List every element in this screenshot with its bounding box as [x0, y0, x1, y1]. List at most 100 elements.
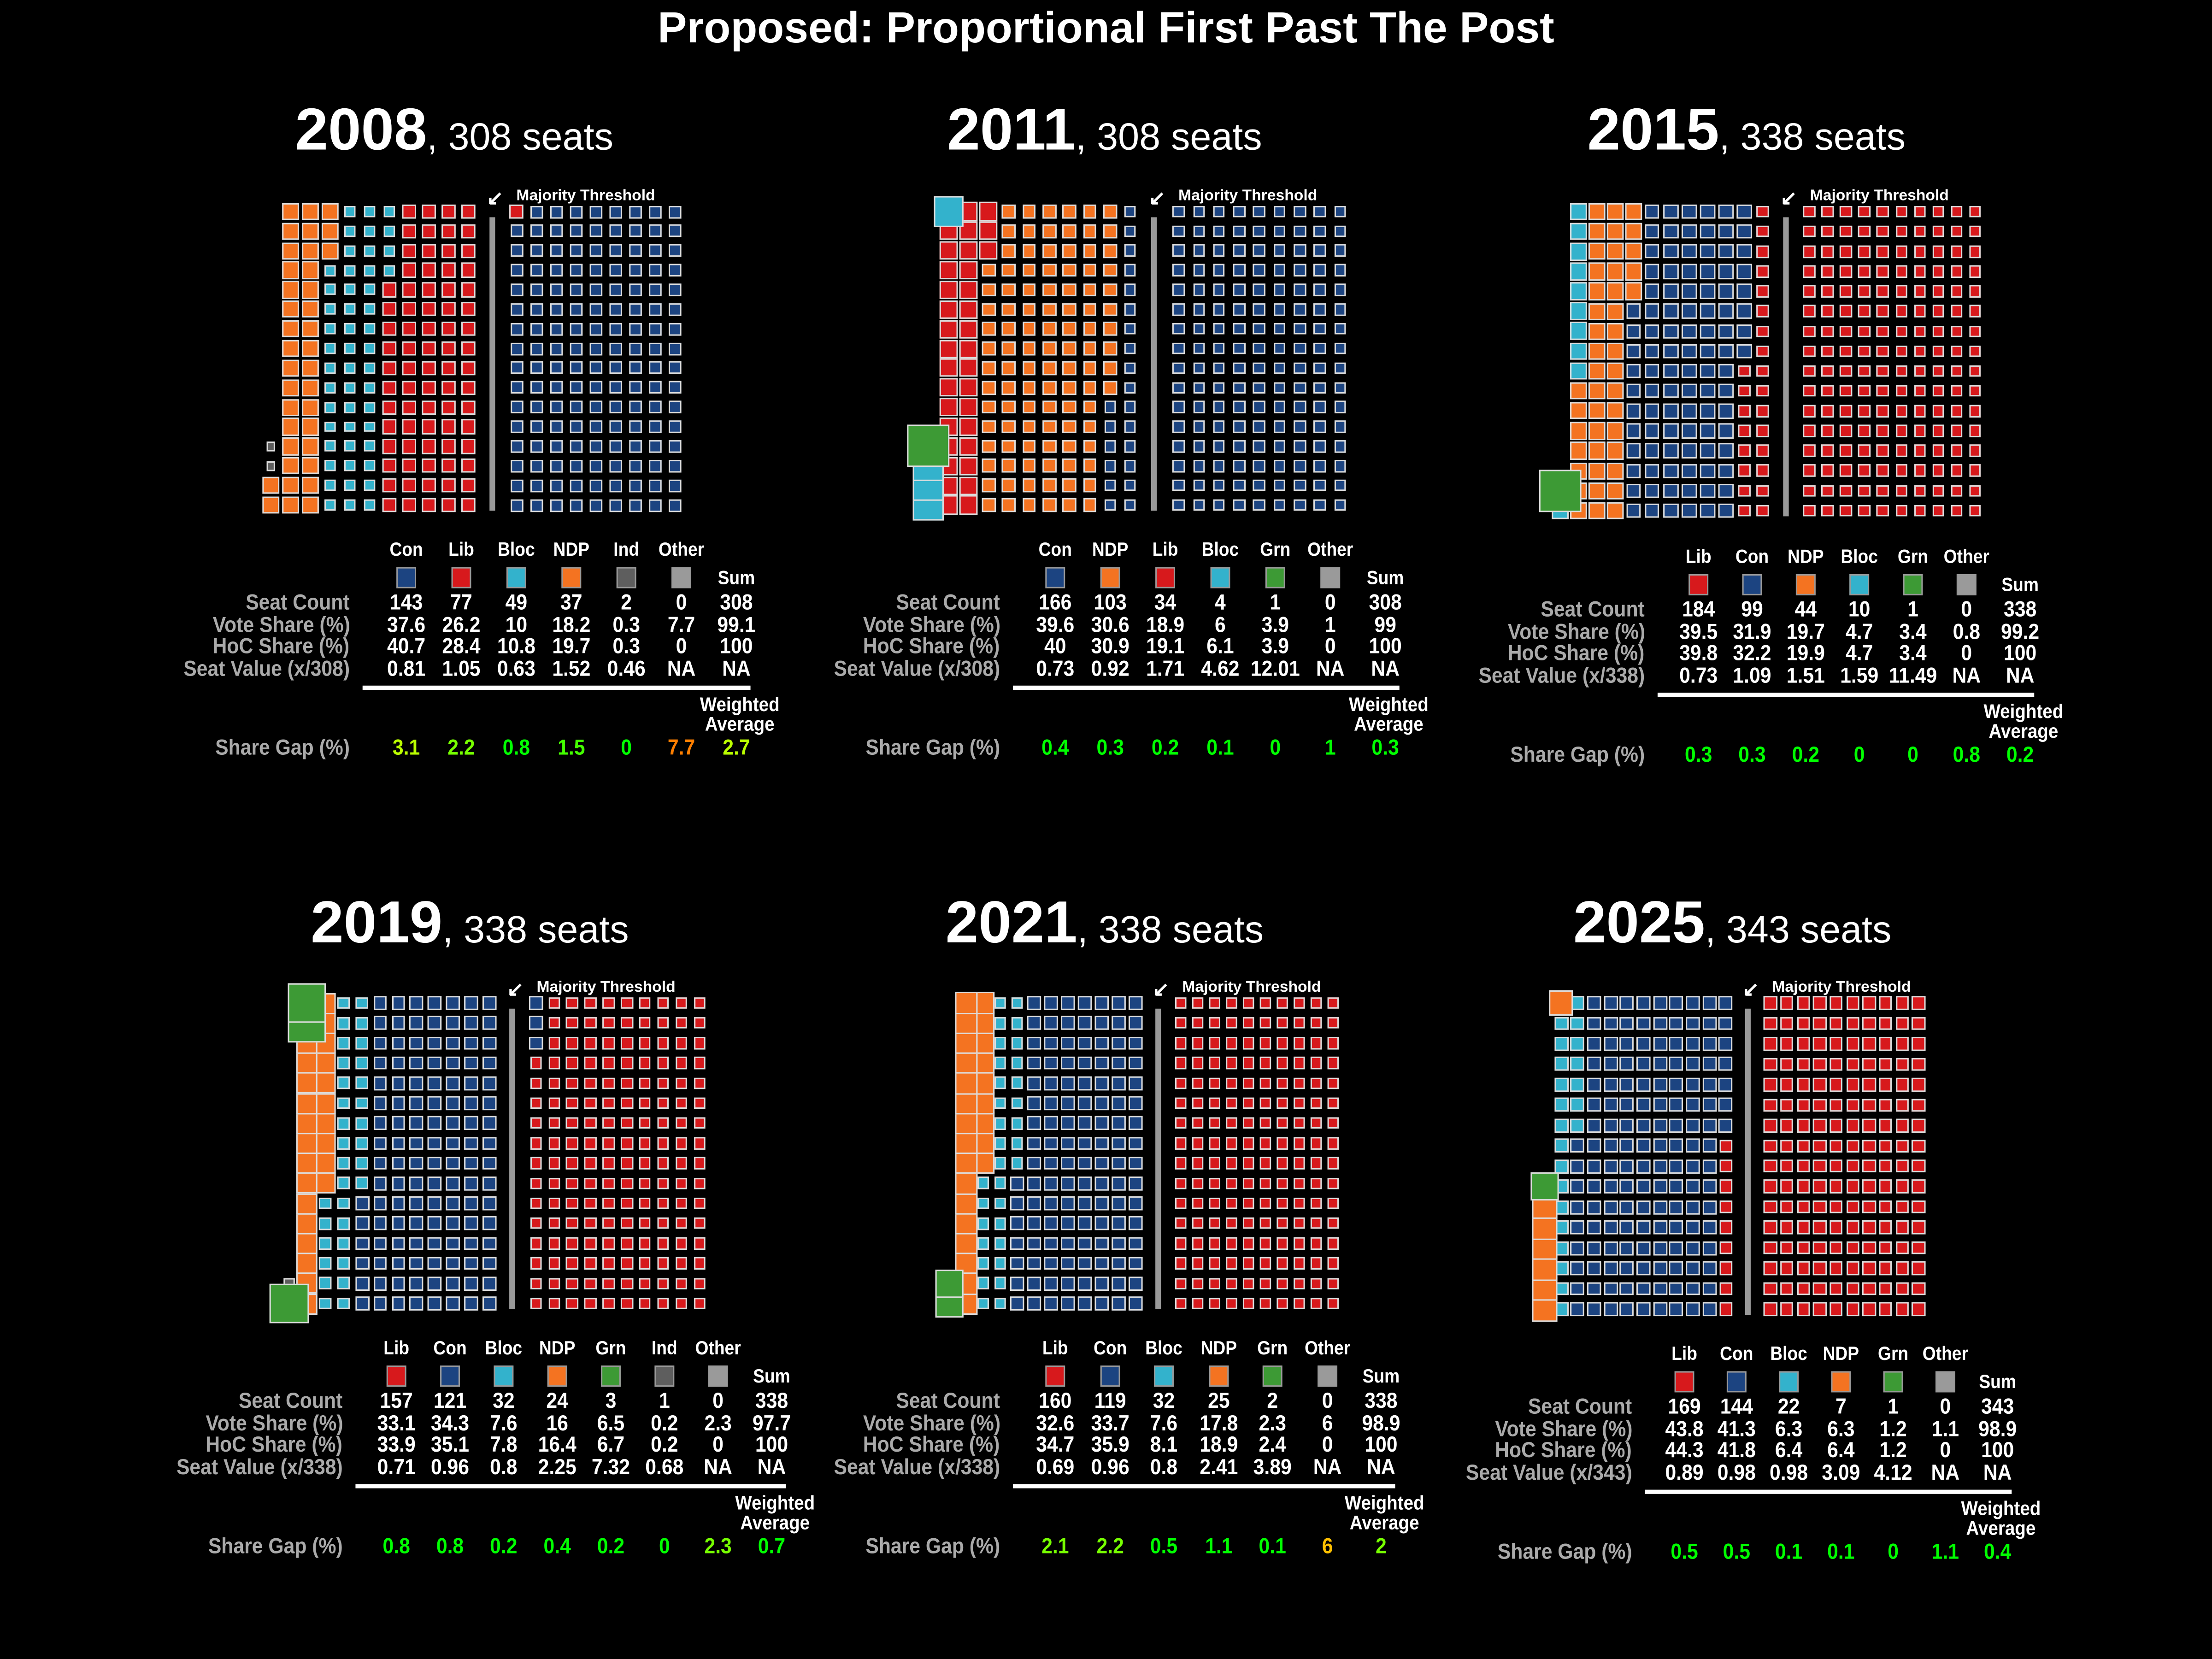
seat-square-con	[1626, 424, 1641, 439]
seat-square-con	[1294, 499, 1306, 511]
seat-square-ndp	[982, 478, 996, 493]
cell-seat-count: 32	[1153, 1389, 1175, 1414]
seat-square-lib	[602, 1117, 615, 1130]
seat-square-con	[1702, 1200, 1717, 1214]
seat-square-lib	[1950, 285, 1963, 298]
seat-square-lib	[1208, 1137, 1221, 1149]
seat-square-lib	[639, 1077, 651, 1089]
seat-square-lib	[1840, 285, 1853, 298]
seat-square-bloc	[994, 1137, 1007, 1150]
seat-square-con	[1663, 443, 1678, 459]
seat-square-con	[1044, 1136, 1058, 1150]
seat-square-lib	[1803, 305, 1816, 318]
seat-square-con	[1718, 244, 1734, 259]
seat-square-lib	[1895, 505, 1907, 517]
cell-share-gap: 0.2	[2006, 743, 2034, 768]
seat-square-ndp	[1588, 362, 1606, 380]
seat-square-con	[1193, 244, 1205, 257]
seat-square-con	[1294, 440, 1306, 453]
cell-seat-value: NA	[722, 657, 751, 682]
party-header: Bloc	[1201, 539, 1239, 560]
seat-square-lib	[1932, 385, 1944, 397]
seat-square-lib	[441, 263, 456, 278]
seat-square-lib	[1846, 1302, 1859, 1316]
cell-vote-share: 97.7	[752, 1412, 791, 1436]
seat-square-con	[1129, 1096, 1143, 1110]
seat-square-lib	[1242, 1037, 1254, 1049]
seat-square-lib	[1862, 1180, 1876, 1194]
seat-square-lib	[1840, 465, 1853, 477]
seat-square-con	[1620, 1261, 1634, 1276]
weighted-label: Weighted	[1984, 700, 2064, 723]
seat-square-con	[1213, 303, 1225, 316]
seat-square-lib	[1822, 206, 1834, 218]
seat-square-lib	[1738, 465, 1751, 477]
seat-square-ndp	[1022, 420, 1036, 434]
seat-square-lib	[1858, 424, 1871, 437]
seat-square-lib	[1840, 385, 1853, 397]
seat-square-ndp	[301, 477, 319, 494]
seat-square-con	[1669, 1179, 1683, 1194]
seat-square-con	[1636, 1179, 1651, 1194]
seat-square-lib	[602, 1297, 615, 1310]
seat-square-lib	[1846, 1180, 1859, 1194]
seat-square-lib	[657, 1097, 670, 1109]
seat-square-lib	[1822, 365, 1834, 377]
seat-square-con	[1334, 264, 1347, 276]
seat-square-con	[1124, 362, 1136, 374]
seat-square-lib	[1813, 1221, 1827, 1235]
cell-hoc-share: 19.7	[552, 635, 591, 659]
seat-square-ndp	[1625, 242, 1643, 260]
seat-square-lib	[1913, 465, 1926, 477]
seat-square-con	[482, 1036, 497, 1050]
seat-square-con	[410, 1116, 424, 1130]
seat-square-lib	[1877, 265, 1889, 278]
seat-square-lib	[566, 1097, 578, 1109]
seat-square-lib	[1879, 1261, 1893, 1275]
seat-square-ndp	[1103, 224, 1117, 238]
seat-square-lib	[1242, 1057, 1254, 1069]
seat-square-con	[428, 1296, 442, 1311]
seat-square-lib	[566, 1017, 578, 1029]
seat-square-con	[446, 1056, 460, 1070]
seat-square-con	[1253, 421, 1265, 433]
seat-square-con	[373, 996, 388, 1010]
seat-square-ndp	[301, 496, 319, 514]
row-label-seat-value: Seat Value (x/338)	[176, 1456, 343, 1480]
seat-square-bloc	[1571, 1077, 1585, 1092]
seat-square-lib	[461, 302, 476, 317]
seat-square-con	[1571, 1179, 1585, 1194]
seat-square-con	[608, 459, 622, 472]
seat-square-ndp	[1042, 283, 1056, 297]
cell-share-gap: 2.3	[704, 1535, 732, 1559]
seat-square-lib	[1813, 1302, 1827, 1316]
seat-square-ndp	[301, 457, 319, 475]
seat-square-ndp	[1588, 322, 1606, 340]
seat-square-con	[1061, 1156, 1075, 1171]
cell-vote-share: 0.3	[612, 613, 640, 637]
seat-square-ndp	[1022, 283, 1036, 297]
seat-square-lib	[621, 1297, 633, 1310]
cell-hoc-share: 100	[1981, 1439, 2014, 1464]
seat-square-lib	[621, 1137, 633, 1149]
party-swatch-con	[1100, 1365, 1120, 1387]
cell-vote-share: 98.9	[1978, 1417, 2017, 1441]
seat-square-bloc	[355, 1057, 369, 1070]
seat-square-bloc	[344, 284, 356, 296]
seat-square-bloc	[355, 1177, 369, 1190]
cell-share-gap: 2.7	[723, 736, 750, 760]
seat-square-con	[1233, 244, 1246, 257]
seat-square-lib	[461, 341, 476, 356]
seat-square-lib	[1780, 1159, 1794, 1173]
seat-square-con	[1273, 382, 1286, 394]
seat-square-con	[628, 323, 641, 335]
seat-square-con	[1314, 244, 1326, 257]
seat-square-bloc	[324, 304, 336, 315]
seat-square-lib	[1276, 1017, 1288, 1029]
seat-square-con	[1718, 324, 1734, 339]
seat-square-con	[1603, 1077, 1618, 1092]
row-label-seat-value: Seat Value (x/308)	[834, 657, 1000, 682]
seat-square-con	[1078, 1277, 1092, 1291]
seat-square-ndp	[1588, 342, 1606, 360]
cell-seat-value: NA	[667, 657, 696, 682]
